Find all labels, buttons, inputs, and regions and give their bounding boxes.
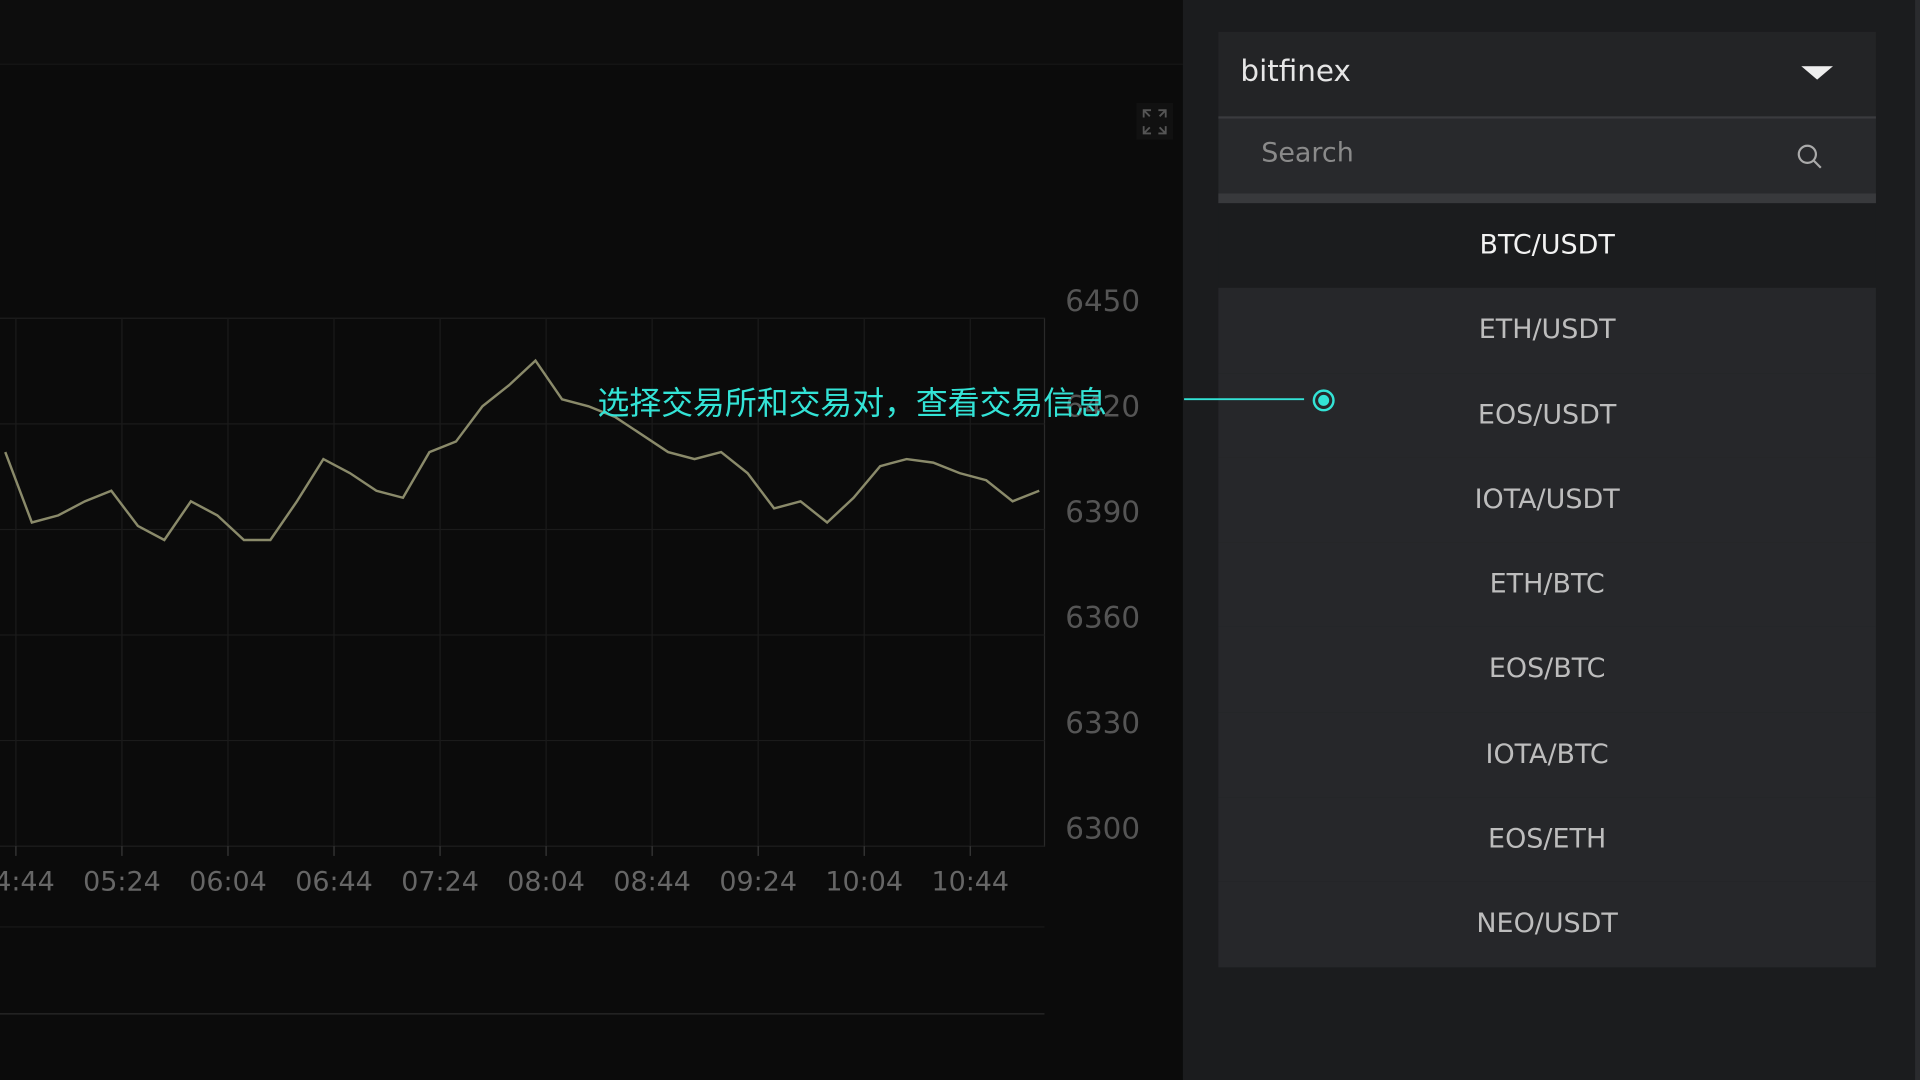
chart-header	[0, 0, 1183, 65]
scrollbar	[1915, 0, 1920, 1080]
x-tick-label: 08:04	[507, 866, 585, 897]
y-tick-label: 6330	[1065, 706, 1140, 740]
pair-item[interactable]: IOTA/USDT	[1218, 457, 1876, 543]
price-line	[4, 358, 1040, 542]
x-tick-label: 06:04	[189, 866, 267, 897]
y-tick-label: 6450	[1065, 284, 1140, 318]
exchange-name[interactable]: bitfinex	[1240, 53, 1351, 89]
price-chart: 6300 6330 6360 6390 6420 6450 04:44 05:24 06:04 0…	[0, 102, 1174, 1015]
annotation-pointer	[1184, 389, 1335, 412]
exchange-dropdown[interactable]: bitfinex	[1218, 31, 1876, 119]
y-tick-label: 6420	[1065, 390, 1140, 424]
icon-bg[interactable]	[1136, 102, 1174, 140]
search-icon[interactable]	[1796, 143, 1823, 170]
dropdown-caret[interactable]	[1801, 66, 1834, 81]
x-tick-label: 07:24	[401, 866, 479, 897]
pair-item[interactable]: NEO/USDT	[1218, 882, 1876, 967]
pair-item[interactable]: BTC/USDT	[1218, 203, 1876, 289]
x-tick-label: 09:24	[719, 866, 797, 897]
search-box[interactable]: Search	[1218, 118, 1876, 204]
pair-item[interactable]: ETH/USDT	[1218, 288, 1876, 373]
x-tick-label: 10:04	[825, 866, 903, 897]
pair-list: BTC/USDT ETH/USDT EOS/USDT IOTA/USDT ETH/BTC…	[1218, 203, 1876, 967]
annotation-text: 选择交易所和交易对，查看交易信息	[597, 385, 1107, 423]
fullscreen-icon[interactable]	[1136, 102, 1174, 140]
y-tick-label: 6390	[1065, 495, 1140, 529]
x-tick-label: 04:44	[0, 866, 55, 897]
x-tick-label: 10:44	[931, 866, 1009, 897]
chart-panel	[0, 0, 1183, 1080]
pair-item[interactable]: EOS/BTC	[1218, 627, 1876, 713]
x-tick-label: 06:44	[295, 866, 373, 897]
pair-item[interactable]: EOS/USDT	[1218, 372, 1876, 458]
pair-item[interactable]: EOS/ETH	[1218, 797, 1876, 883]
icon-arrows[interactable]	[1142, 109, 1167, 135]
x-tick-label: 05:24	[83, 866, 161, 897]
x-tick-label: 08:44	[613, 866, 691, 897]
pair-item[interactable]: IOTA/BTC	[1218, 712, 1876, 798]
pair-item[interactable]: ETH/BTC	[1218, 542, 1876, 628]
y-tick-label: 6300	[1065, 812, 1140, 846]
y-tick-label: 6360	[1065, 601, 1140, 635]
search-placeholder[interactable]: Search	[1261, 138, 1354, 169]
